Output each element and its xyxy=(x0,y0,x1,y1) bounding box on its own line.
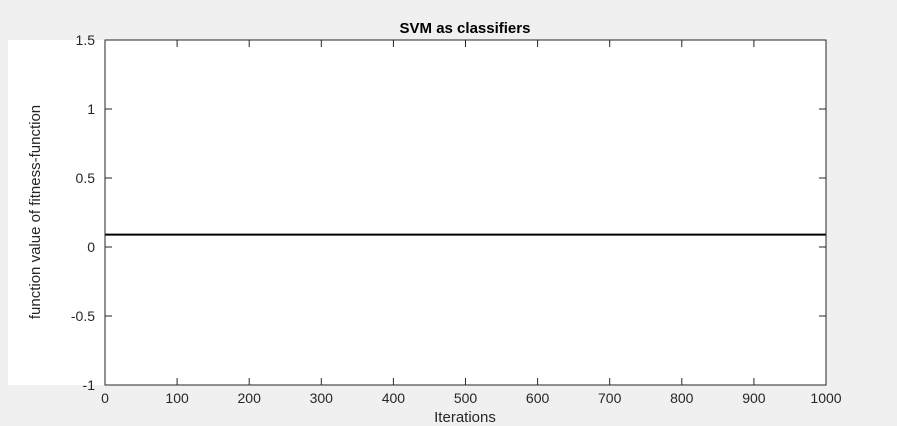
y-tick-label: 1 xyxy=(87,101,95,117)
x-tick-label: 1000 xyxy=(810,390,841,406)
x-axis-ticks: 0 100 200 300 400 500 600 700 800 900 1000 xyxy=(101,40,842,406)
x-tick-label: 500 xyxy=(454,390,478,406)
chart-title: SVM as classifiers xyxy=(400,20,531,37)
x-tick-label: 400 xyxy=(382,390,406,406)
x-tick-label: 700 xyxy=(598,390,622,406)
y-tick-label: -0.5 xyxy=(71,308,95,324)
x-tick-label: 800 xyxy=(670,390,694,406)
y-axis-ticks: -1 -0.5 0 0.5 1 1.5 xyxy=(71,32,826,393)
x-tick-label: 600 xyxy=(526,390,550,406)
x-tick-label: 200 xyxy=(238,390,262,406)
x-axis-label: Iterations xyxy=(434,409,496,426)
y-tick-label: 0.5 xyxy=(76,170,96,186)
x-tick-label: 300 xyxy=(310,390,334,406)
y-tick-label: 1.5 xyxy=(76,32,96,48)
x-tick-label: 100 xyxy=(165,390,189,406)
y-axis-label: function value of fitness-function xyxy=(27,105,44,319)
x-tick-label: 900 xyxy=(742,390,766,406)
x-tick-label: 0 xyxy=(101,390,109,406)
y-tick-label: 0 xyxy=(87,239,95,255)
y-tick-label: -1 xyxy=(83,377,96,393)
axes-area-background xyxy=(8,40,826,385)
